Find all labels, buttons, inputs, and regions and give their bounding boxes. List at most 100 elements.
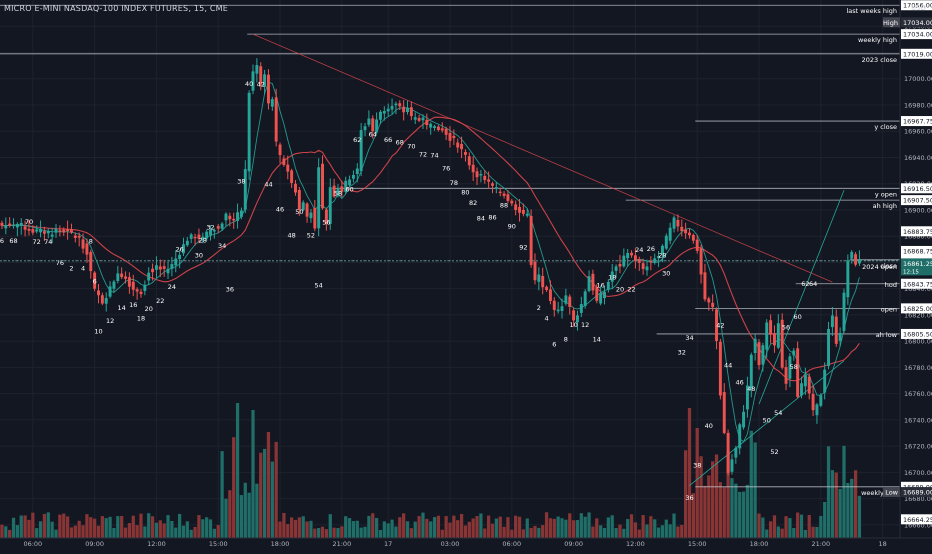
volume-bar	[409, 528, 413, 538]
candle-body	[344, 180, 348, 192]
swing-label: 62	[801, 280, 809, 288]
volume-bar	[81, 525, 85, 538]
swing-label: 22	[156, 297, 164, 305]
volume-bar	[711, 461, 715, 538]
volume-bar	[293, 519, 298, 538]
candle-body	[772, 333, 776, 346]
candle-body	[328, 187, 332, 224]
volume-bar	[730, 478, 734, 538]
volume-bar	[429, 521, 433, 538]
volume-bar	[274, 441, 278, 538]
candle-body	[189, 234, 193, 239]
candle-body	[243, 169, 247, 210]
candle-body	[676, 219, 680, 227]
volume-bar	[676, 526, 680, 538]
swing-label: 74	[44, 238, 52, 246]
volume-bar	[668, 524, 672, 538]
swing-label: 64	[809, 280, 817, 288]
volume-bar	[367, 515, 371, 538]
candle-body	[579, 304, 583, 313]
volume-bar	[784, 516, 788, 538]
swing-label: 2	[69, 264, 73, 272]
volume-bar	[193, 526, 197, 538]
candle-body	[46, 231, 50, 234]
candle-body	[348, 179, 352, 186]
candle-body	[158, 266, 162, 270]
candle-body	[541, 275, 545, 288]
high-tag-value: 17034.00	[903, 19, 932, 27]
candle-body	[421, 117, 425, 121]
candle-body	[556, 309, 560, 312]
swing-label: 42	[716, 322, 724, 330]
candle-body	[236, 212, 240, 221]
volume-bar	[529, 527, 533, 538]
swing-label: 46	[736, 379, 744, 387]
candle-body	[722, 392, 726, 433]
volume-bar	[363, 526, 367, 538]
candle-body	[730, 459, 734, 472]
volume-bar	[73, 525, 77, 538]
volume-bar	[38, 521, 43, 538]
volume-bar	[610, 515, 614, 538]
volume-bar	[15, 525, 20, 538]
trend-line	[758, 190, 845, 405]
candle-body	[788, 356, 792, 379]
swing-label: 20	[616, 285, 624, 293]
volume-bar	[89, 517, 93, 538]
time-tick-label: 15:00	[209, 540, 228, 548]
swing-label: 6	[93, 278, 97, 286]
candle-body	[355, 168, 359, 175]
level-price-label: 16916.50	[903, 185, 932, 193]
candle-body	[375, 119, 379, 133]
volume-bar	[4, 526, 8, 538]
candle-body	[35, 229, 39, 232]
volume-bar	[201, 519, 205, 538]
level-price-box	[901, 303, 932, 314]
level-label: last weeks high	[847, 7, 898, 15]
volume-bar	[571, 520, 576, 538]
volume-bar	[42, 513, 47, 538]
candle-body	[684, 229, 688, 234]
volume-bar	[332, 527, 336, 538]
candle-body	[143, 285, 147, 291]
swing-label: 78	[450, 179, 458, 187]
volume-bar	[595, 518, 599, 538]
volume-bar	[537, 527, 541, 538]
candle-body	[715, 309, 718, 342]
candle-body	[576, 315, 579, 323]
level-price-box	[901, 278, 932, 289]
candle-body	[622, 255, 626, 267]
volume-bar	[371, 513, 375, 538]
candle-body	[444, 128, 448, 135]
volume-bar	[684, 450, 688, 538]
trend-line	[689, 360, 845, 486]
candle-body	[54, 228, 58, 233]
candle-body	[216, 226, 220, 229]
candle-body	[707, 298, 711, 303]
swing-label: 72	[419, 150, 427, 158]
volume-bar	[116, 516, 120, 538]
volume-bar	[278, 521, 282, 538]
volume-bar	[838, 488, 842, 538]
candle-body	[703, 272, 707, 300]
candle-body	[85, 243, 89, 255]
volume-bar	[394, 526, 398, 538]
volume-bar	[560, 518, 564, 538]
candle-body	[668, 227, 672, 241]
level-price-box	[901, 0, 932, 11]
candle-body	[259, 66, 263, 85]
time-axis[interactable]	[0, 538, 932, 550]
candle-body	[479, 173, 483, 176]
volume-bar	[374, 518, 379, 538]
candle-body	[429, 123, 433, 128]
volume-bar	[502, 526, 506, 538]
volume-bar	[154, 522, 159, 538]
volume-bar	[541, 525, 545, 538]
price-tick-label: 16780.00	[904, 364, 932, 372]
time-tick-label: 18	[878, 540, 886, 548]
volume-bar	[162, 523, 166, 538]
candle-body	[838, 332, 842, 341]
